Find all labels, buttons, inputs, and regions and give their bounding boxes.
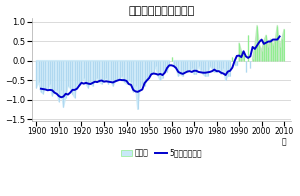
Title: 日本の平均気温平年差: 日本の平均気温平年差 <box>128 5 194 15</box>
Legend: 平年差, 5年間移動平均: 平年差, 5年間移動平均 <box>118 146 205 161</box>
